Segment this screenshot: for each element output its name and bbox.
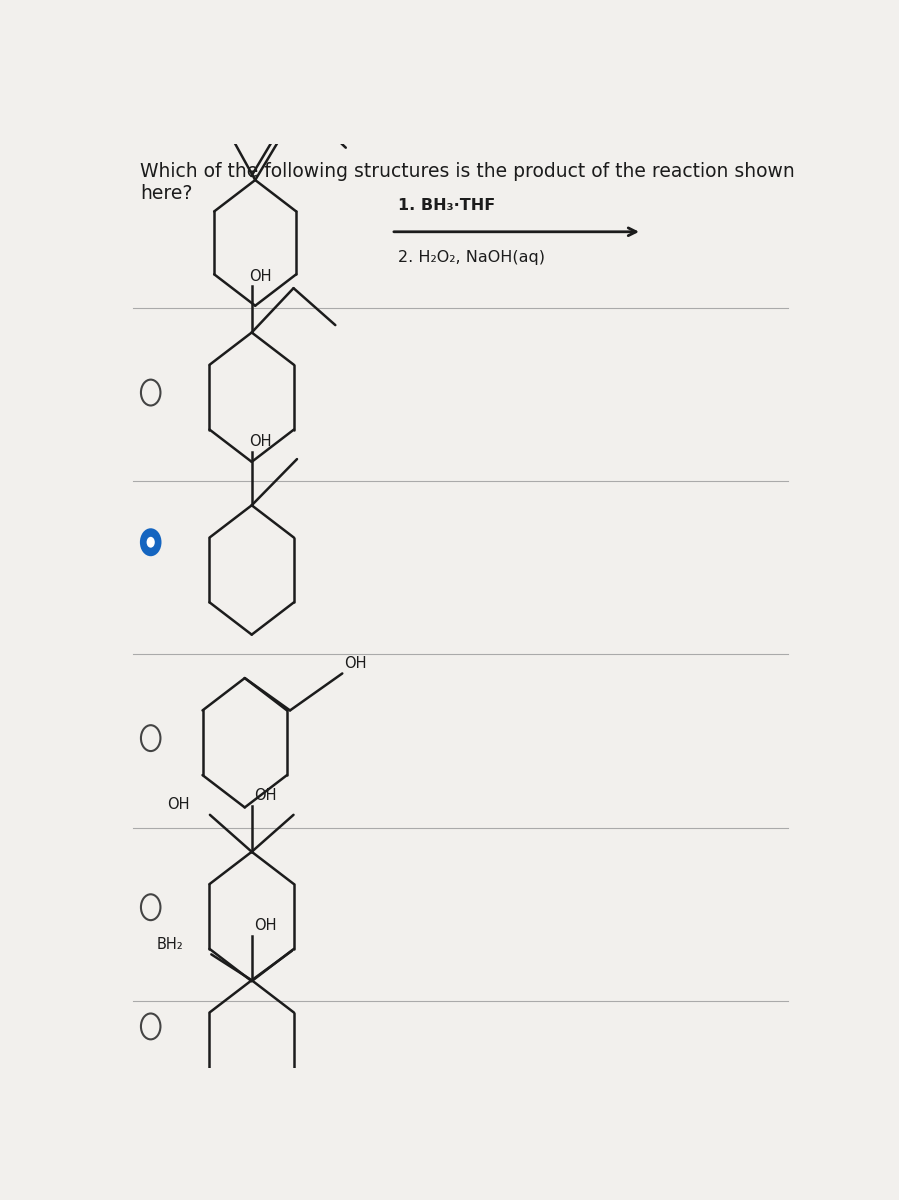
Text: here?: here?: [140, 184, 192, 203]
Text: OH: OH: [254, 918, 276, 934]
Circle shape: [141, 529, 160, 556]
Text: 2. H₂O₂, NaOH(aq): 2. H₂O₂, NaOH(aq): [398, 251, 545, 265]
Text: OH: OH: [249, 269, 271, 283]
Text: 1. BH₃·THF: 1. BH₃·THF: [398, 198, 495, 214]
Circle shape: [147, 536, 155, 547]
Text: OH: OH: [343, 655, 366, 671]
Text: Which of the following structures is the product of the reaction shown: Which of the following structures is the…: [140, 162, 795, 181]
Text: OH: OH: [254, 788, 276, 803]
Text: BH₂: BH₂: [157, 936, 183, 952]
Text: OH: OH: [249, 434, 271, 449]
Text: OH: OH: [166, 797, 189, 812]
